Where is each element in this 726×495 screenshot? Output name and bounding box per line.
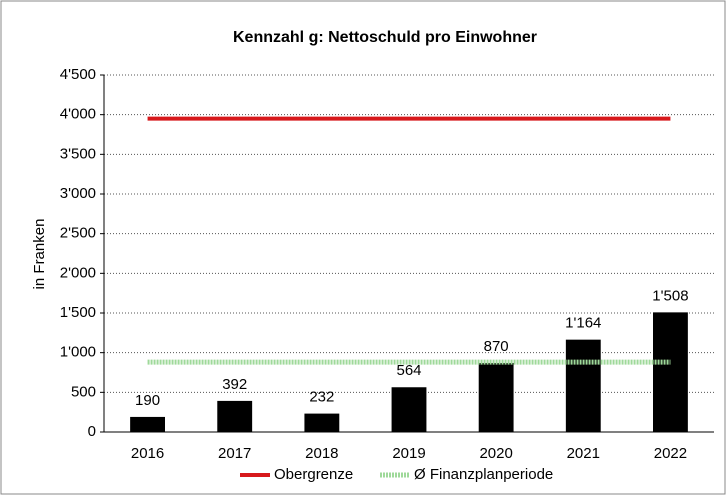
y-tick-label: 2'000 [60,264,96,281]
y-tick-label: 1'000 [60,344,96,361]
data-label: 1'508 [652,287,688,304]
y-tick-label: 3'000 [60,185,96,202]
y-tick-label: 4'000 [60,106,96,123]
y-tick-label: 1'500 [60,304,96,321]
x-tick-label: 2022 [654,445,687,462]
x-tick-label: 2017 [218,445,251,462]
y-tick-label: 500 [71,383,96,400]
x-tick-label: 2019 [392,445,425,462]
legend-label: Obergrenze [274,466,353,483]
bar [653,312,688,432]
x-tick-label: 2021 [567,445,600,462]
x-tick-label: 2018 [305,445,338,462]
y-tick-label: 0 [88,423,96,440]
bar [565,339,601,432]
x-tick-label: 2020 [479,445,512,462]
bar [130,416,165,432]
y-tick-label: 2'500 [60,225,96,242]
data-label: 870 [484,338,509,355]
chart-title: Kennzahl g: Nettoschuld pro Einwohner [233,29,537,46]
data-label: 392 [222,376,247,393]
data-label: 232 [309,389,334,406]
bar [391,387,427,432]
y-axis-label: in Franken [31,219,48,290]
bar [478,362,514,432]
y-tick-label: 3'500 [60,145,96,162]
data-label: 1'164 [565,315,601,332]
x-tick-label: 2016 [131,445,164,462]
legend-label: Ø Finanzplanperiode [414,466,553,483]
data-label: 564 [396,362,421,379]
data-label: 190 [135,392,160,409]
bar [304,413,340,432]
bar [217,400,253,432]
y-tick-label: 4'500 [60,66,96,83]
